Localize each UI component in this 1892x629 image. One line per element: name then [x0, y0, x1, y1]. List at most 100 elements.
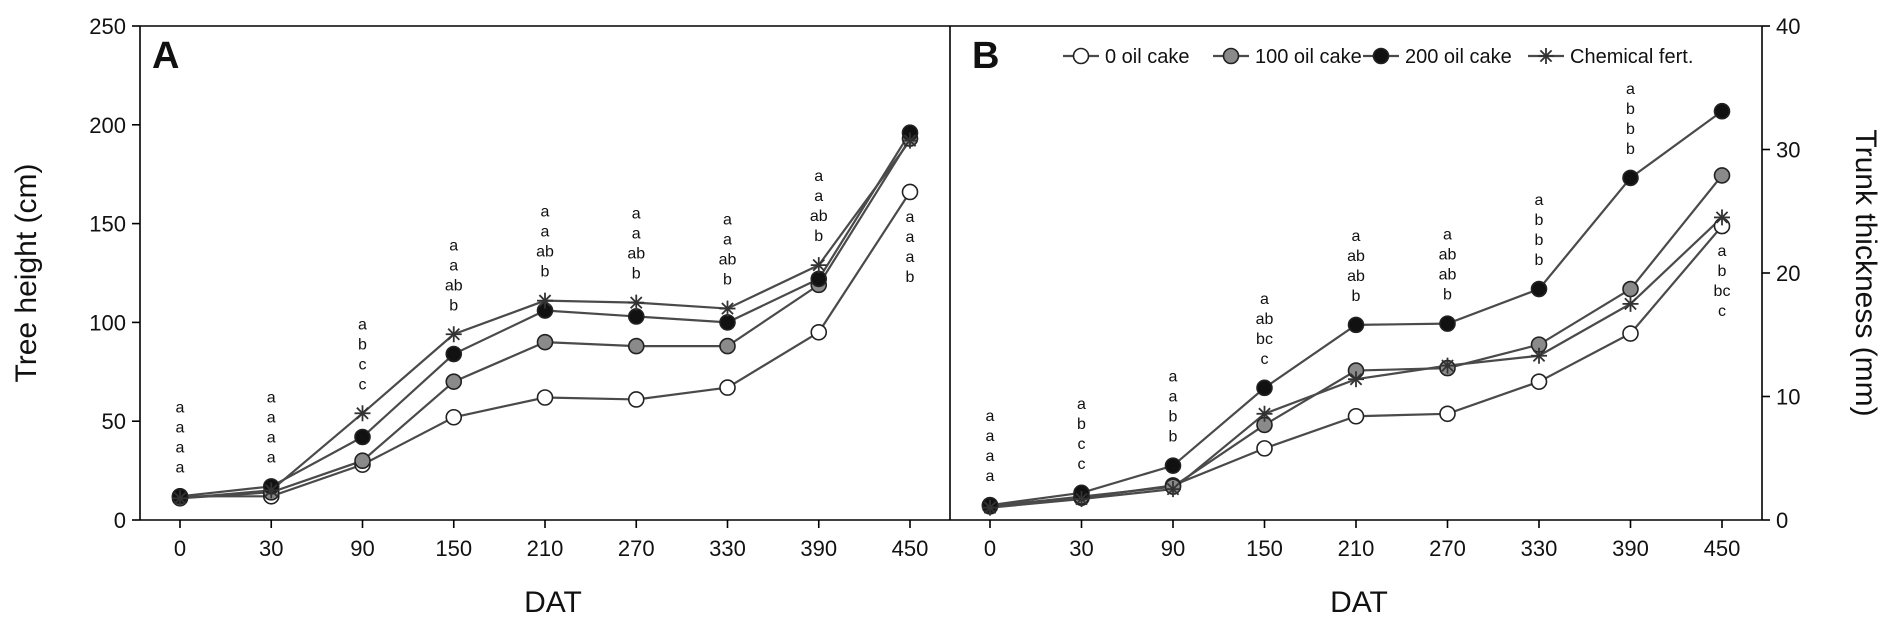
panel-a-series-3-point [719, 314, 736, 331]
panel-b-series-1-point [1256, 440, 1273, 457]
panel-a-significance-letter: a [358, 316, 367, 333]
panel-b-series-4-point [1531, 347, 1547, 364]
panel-b-significance-letter: a [986, 468, 995, 485]
panel-a-series-4-point [719, 300, 736, 317]
panel-b-series-4-point [1256, 405, 1273, 422]
panel-a-significance-letter: a [632, 226, 641, 243]
panel-b-significance-letter: b [1352, 288, 1361, 305]
panel-b-series-4-point [1165, 481, 1181, 498]
panel-a-frame [139, 25, 951, 521]
panel-b-significance-letter: c [1261, 351, 1269, 368]
panel-a-significance-letter: a [723, 232, 732, 249]
panel-a-series-4-point [810, 257, 827, 274]
panel-a-significance-letter: b [449, 297, 458, 314]
panel-b-significance-letter: a [1443, 227, 1452, 244]
panel-b-significance-letter: a [1169, 369, 1178, 386]
panel-b-significance-letter: ab [1347, 248, 1365, 265]
panel-a-significance-letter: a [176, 399, 185, 416]
panel-a-x-tick-label: 30 [259, 536, 283, 561]
panel-a-plot: 0 30 90 150 210 270 330 390 450050100150200250aa… [89, 14, 928, 561]
panel-b-significance-letter: a [986, 448, 995, 465]
panel-a-series-2-point [627, 337, 645, 355]
panel-a-significance-letter: a [632, 206, 641, 223]
panel-a-y-tick-label: 250 [89, 14, 126, 39]
panel-b-significance-letter: b [1626, 121, 1635, 138]
panel-b-significance-letter: a [1169, 389, 1178, 406]
panel-a-series-line-4 [179, 139, 911, 500]
panel-a-y-tick-label: 150 [89, 212, 126, 237]
panel-a-significance-letter: a [906, 229, 915, 246]
panel-b-significance-letter: a [1077, 396, 1086, 413]
panel-b-significance-letter: b [1169, 409, 1178, 426]
panel-b-x-tick-label: 450 [1704, 536, 1741, 561]
panel-b-significance-letter: ab [1439, 247, 1457, 264]
panel-a-series-1-point [536, 389, 554, 406]
legend-item-2: 100 oil cake [1213, 46, 1362, 68]
panel-b-series-4-point [1073, 491, 1090, 508]
panel-a-significance-letter: b [632, 266, 641, 283]
panel-b-significance-letter: a [986, 408, 995, 425]
panel-b-label: B [972, 35, 999, 77]
panel-a-x-tick-label: 210 [527, 536, 564, 561]
panel-b-series-3-point [1713, 102, 1731, 120]
panel-b-series-3-point [1164, 457, 1182, 474]
panel-b-significance-letter: b [1535, 232, 1544, 249]
panel-b-series-3-point [1439, 315, 1456, 332]
legend-label: Chemical fert. [1570, 46, 1693, 68]
panel-a-significance-letter: ab [627, 246, 645, 263]
panel-a-significance-letter: ab [810, 208, 828, 225]
panel-b-series-3-point [1256, 379, 1273, 397]
panel-b-significance-letter: b [1169, 429, 1178, 446]
panel-b-series-1-point [1622, 325, 1639, 342]
panel-b-x-tick-label: 330 [1521, 536, 1558, 561]
panel-a-significance-letter: a [267, 449, 276, 466]
panel-b-significance-letter: ab [1439, 267, 1457, 284]
panel-a-significance-letter: b [358, 336, 367, 353]
panel-b-x-tick-label: 150 [1246, 536, 1283, 561]
panel-b-significance-letter: b [1535, 252, 1544, 269]
panel-a-significance-letter: a [541, 224, 550, 241]
panel-a-series-1-point [719, 379, 736, 396]
plot-layer: 0 30 90 150 210 270 330 390 450050100150200250aa… [89, 14, 1800, 561]
panel-a-label: A [152, 35, 179, 77]
panel-a-significance-letter: a [906, 209, 915, 226]
panel-b-series-1-point [1439, 405, 1456, 423]
panel-b-significance-letter: c [1718, 303, 1726, 320]
panel-b-significance-letter: b [1626, 101, 1635, 118]
panel-b-series-4-point [982, 499, 998, 516]
panel-b-significance-letter: a [1535, 192, 1544, 209]
panel-b-y-tick-label: 30 [1776, 138, 1800, 163]
legend: 0 oil cake 100 oil cake 200 oil cake Chemic… [1063, 46, 1693, 68]
panel-b-significance-letter: b [1535, 212, 1544, 229]
panel-a-x-tick-label: 450 [892, 536, 929, 561]
panel-b-significance-letter: b [1443, 287, 1452, 304]
panel-a-y-tick-label: 0 [114, 508, 126, 533]
panel-a-significance-letter: a [814, 188, 823, 205]
panel-b-significance-letter: c [1078, 456, 1086, 473]
panel-b-y-tick-label: 40 [1776, 14, 1800, 39]
panel-b-plot: 0 30 90 150 210 270 330 390 450010203040aaaaabcc… [981, 14, 1800, 561]
panel-b-x-tick-label: 90 [1161, 536, 1185, 561]
panel-a-significance-letter: a [814, 168, 823, 185]
panel-a-significance-letter: ab [719, 252, 737, 269]
panel-b-significance-letter: b [1718, 263, 1727, 280]
panel-a-significance-letter: b [814, 228, 823, 245]
panel-b-x-tick-label: 270 [1429, 536, 1466, 561]
panel-a-series-2-point [719, 337, 736, 355]
panel-a-x-tick-label: 330 [709, 536, 746, 561]
panel-a-significance-letter: a [176, 439, 185, 456]
panel-b-x-tick-label: 210 [1338, 536, 1375, 561]
panel-b-series-2-point [1713, 167, 1731, 184]
panel-a-significance-letter: a [906, 249, 915, 266]
panel-b-significance-letter: ab [1347, 268, 1365, 285]
panel-b-significance-letter: a [986, 428, 995, 445]
panel-a-significance-letter: a [176, 419, 185, 436]
legend-label: 0 oil cake [1105, 46, 1190, 68]
panel-b-y-tick-label: 0 [1776, 508, 1788, 533]
panel-b-series-line-3 [989, 110, 1723, 507]
panel-a-significance-letter: c [359, 356, 367, 373]
panel-a-y-tick-label: 200 [89, 113, 126, 138]
panel-b-significance-letter: a [1718, 243, 1727, 260]
panel-a-significance-letter: ab [445, 277, 463, 294]
